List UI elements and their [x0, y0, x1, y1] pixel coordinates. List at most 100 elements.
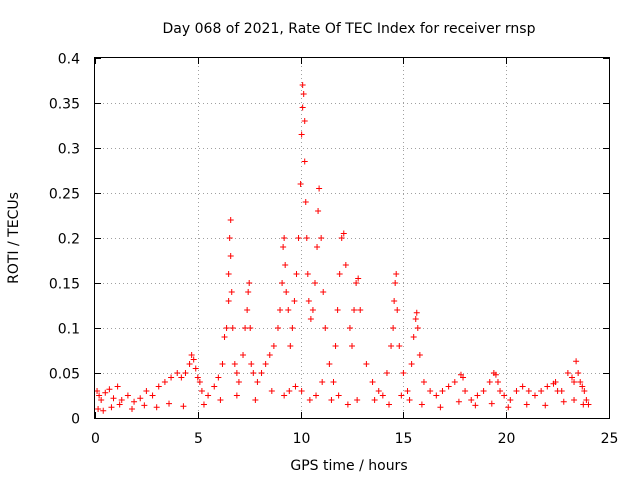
data-point: [227, 217, 234, 223]
data-point: [301, 158, 308, 165]
data-point: [486, 379, 493, 385]
data-point: [571, 379, 578, 385]
x-tick-label: 0: [91, 431, 100, 447]
data-point: [326, 361, 333, 367]
data-point: [291, 298, 298, 304]
data-point: [568, 374, 575, 381]
data-point: [155, 383, 162, 390]
data-point: [302, 199, 309, 205]
data-point: [306, 397, 313, 403]
data-point: [437, 404, 444, 411]
data-point: [211, 383, 218, 390]
data-point: [229, 325, 236, 331]
x-tick-labels: 0 5 10 15 20 25: [91, 431, 618, 447]
data-point: [445, 383, 452, 390]
data-point: [285, 307, 292, 313]
data-point: [192, 365, 199, 372]
data-point: [577, 379, 584, 385]
data-point: [513, 388, 520, 394]
data-point: [408, 361, 415, 367]
data-point: [330, 379, 337, 385]
x-tick-label: 5: [194, 431, 203, 447]
data-point: [186, 361, 193, 367]
data-point: [371, 397, 378, 403]
y-tick-label: 0.1: [58, 322, 80, 338]
data-point: [573, 358, 580, 365]
data-point: [580, 401, 587, 408]
data-point: [353, 280, 360, 286]
data-point: [519, 383, 526, 390]
data-point: [180, 403, 187, 410]
data-point: [538, 388, 545, 394]
data-point: [357, 307, 364, 313]
data-point: [396, 343, 403, 349]
data-point: [531, 392, 538, 399]
data-point: [433, 392, 440, 399]
y-tick-labels: 0 0.05 0.1 0.15 0.2 0.25 0.3 0.35 0.4: [49, 52, 80, 428]
data-point: [200, 401, 207, 408]
data-point: [233, 392, 240, 399]
data-point: [340, 230, 347, 237]
data-point: [322, 325, 329, 331]
data-point: [95, 406, 102, 412]
y-tick-label: 0.35: [49, 97, 80, 113]
data-point: [280, 244, 287, 250]
data-point: [494, 379, 501, 385]
data-point: [281, 235, 288, 241]
data-point: [304, 271, 311, 277]
data-point: [129, 406, 136, 412]
data-point: [579, 383, 586, 390]
data-point: [418, 401, 425, 408]
x-tick-label: 20: [498, 431, 516, 447]
data-point: [240, 352, 247, 358]
grid-layer: [95, 58, 609, 418]
data-point: [392, 280, 399, 286]
data-point: [118, 397, 125, 403]
data-point: [480, 388, 487, 394]
data-point: [460, 374, 467, 381]
data-point: [558, 388, 565, 394]
data-point: [131, 398, 138, 405]
data-point: [258, 370, 265, 376]
y-tick-label: 0.2: [58, 232, 80, 248]
data-point: [315, 208, 322, 214]
data-point: [581, 388, 588, 394]
data-point: [560, 398, 567, 405]
data-point: [182, 370, 189, 376]
data-point: [369, 379, 376, 385]
data-point: [544, 383, 551, 390]
data-point: [375, 388, 382, 394]
data-point: [349, 343, 355, 349]
data-point: [319, 379, 326, 385]
data-point: [410, 334, 417, 340]
data-point: [299, 82, 306, 88]
data-point: [320, 289, 327, 295]
data-point: [270, 343, 277, 349]
data-point: [116, 401, 123, 408]
data-point: [462, 388, 469, 394]
data-point: [583, 397, 590, 403]
data-point: [427, 388, 434, 394]
data-point: [303, 235, 310, 241]
data-point: [110, 395, 117, 402]
data-point: [235, 379, 242, 385]
data-point: [282, 262, 289, 268]
data-point: [279, 280, 286, 286]
data-point: [262, 361, 269, 367]
data-point: [153, 404, 160, 411]
x-tick-label: 25: [601, 431, 619, 447]
data-point: [196, 379, 203, 385]
data-point: [311, 280, 318, 286]
data-point: [223, 325, 230, 331]
data-point: [497, 388, 504, 394]
data-point: [274, 325, 281, 331]
data-point: [355, 275, 362, 282]
data-point: [250, 370, 257, 376]
data-point: [247, 325, 254, 331]
data-point: [394, 307, 401, 313]
data-point: [289, 325, 296, 331]
data-point: [143, 388, 150, 394]
data-point: [198, 388, 205, 394]
data-point: [388, 343, 395, 349]
data-point: [334, 307, 341, 313]
